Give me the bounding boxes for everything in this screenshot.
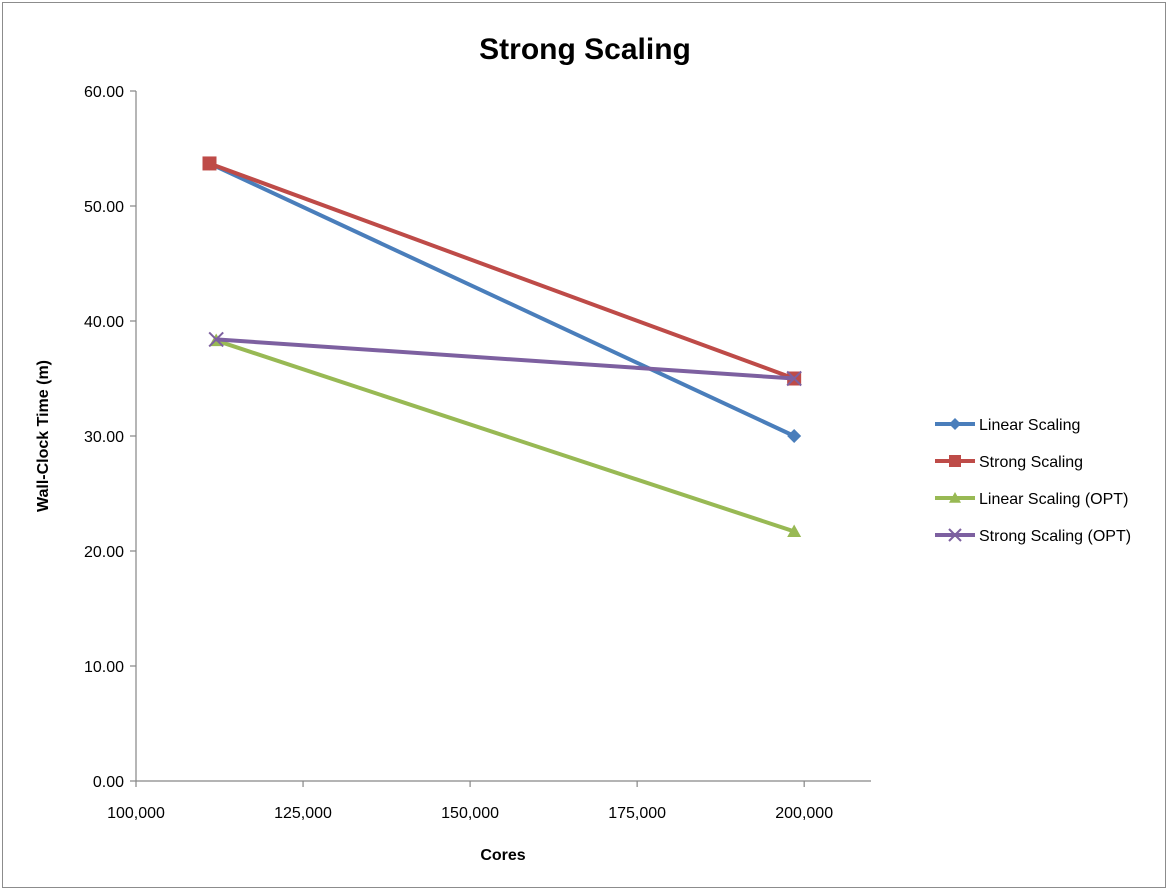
series-linear-scaling bbox=[202, 156, 802, 443]
y-tick-label: 0.00 bbox=[93, 774, 124, 791]
legend-label: Strong Scaling (OPT) bbox=[979, 528, 1131, 545]
data-point bbox=[787, 429, 802, 443]
y-tick-label: 30.00 bbox=[84, 429, 124, 446]
legend-item-strong-scaling-opt: Strong Scaling (OPT) bbox=[935, 528, 1131, 545]
x-axis-label: Cores bbox=[480, 847, 525, 864]
legend-marker bbox=[949, 492, 961, 503]
x-tick-label: 200,000 bbox=[775, 805, 833, 822]
x-tick-label: 100,000 bbox=[107, 805, 165, 822]
legend-label: Linear Scaling (OPT) bbox=[979, 491, 1128, 508]
axes: 0.00 10.00 20.00 30.00 40.00 50.00 60.00 100,00… bbox=[84, 84, 871, 822]
data-point bbox=[208, 331, 224, 348]
legend-marker bbox=[949, 418, 961, 430]
legend-item-strong-scaling: Strong Scaling bbox=[935, 454, 1083, 471]
legend-item-linear-scaling-opt: Linear Scaling (OPT) bbox=[935, 491, 1128, 508]
series-line bbox=[208, 161, 795, 381]
y-axis-label: Wall-Clock Time (m) bbox=[35, 360, 52, 512]
data-point bbox=[787, 524, 802, 538]
x-tick-label: 175,000 bbox=[608, 805, 666, 822]
series-layer bbox=[202, 156, 802, 538]
series-strong-scaling bbox=[202, 156, 802, 386]
legend-label: Strong Scaling bbox=[979, 454, 1083, 471]
series-strong-scaling-opt bbox=[208, 331, 802, 387]
series-line bbox=[208, 161, 796, 438]
legend-item-linear-scaling: Linear Scaling bbox=[935, 417, 1080, 434]
legend-label: Linear Scaling bbox=[979, 417, 1080, 434]
x-tick-label: 150,000 bbox=[441, 805, 499, 822]
data-point bbox=[786, 370, 802, 387]
series-linear-scaling-opt bbox=[209, 333, 802, 538]
y-tick-label: 10.00 bbox=[84, 659, 124, 676]
data-point bbox=[202, 156, 217, 171]
series-line bbox=[216, 337, 795, 381]
x-tick-label: 125,000 bbox=[274, 805, 332, 822]
legend-marker bbox=[948, 528, 962, 542]
series-line bbox=[215, 338, 795, 534]
y-tick-label: 60.00 bbox=[84, 84, 124, 101]
y-tick-label: 50.00 bbox=[84, 199, 124, 216]
y-tick-label: 40.00 bbox=[84, 314, 124, 331]
chart-title: Strong Scaling bbox=[479, 33, 691, 66]
chart-svg: Strong Scaling Wall-Clock Time (m) Cores… bbox=[35, 33, 1131, 864]
legend: Linear Scaling Strong Scaling Linear Scali… bbox=[935, 417, 1131, 545]
y-tick-label: 20.00 bbox=[84, 544, 124, 561]
legend-marker bbox=[949, 455, 961, 467]
